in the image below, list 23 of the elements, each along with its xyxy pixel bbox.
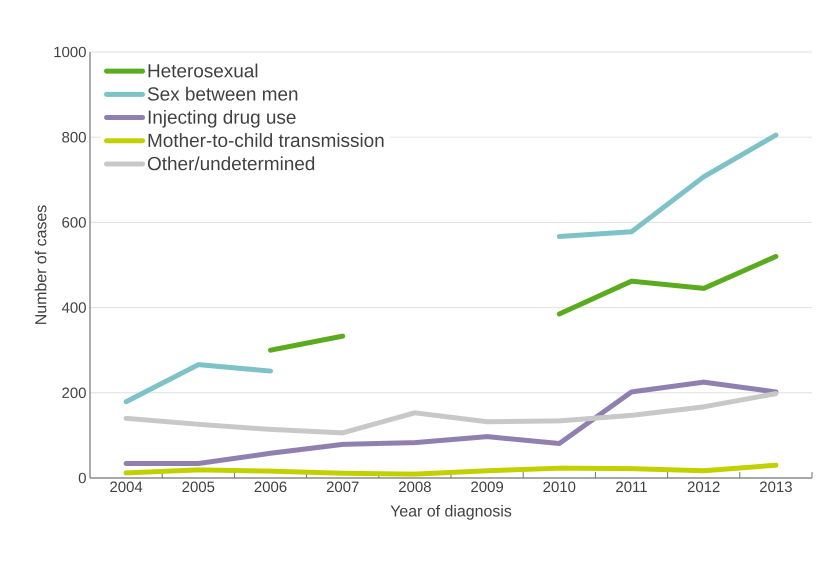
x-tick-label: 2007 (326, 482, 359, 492)
legend-label: Heterosexual (148, 64, 258, 78)
x-tick-label: 2013 (760, 482, 792, 492)
y-tick-label: 0 (78, 472, 86, 484)
y-tick-label: 600 (62, 217, 86, 228)
legend-label: Other/undetermined (148, 156, 314, 170)
legend-label: Injecting drug use (148, 110, 296, 128)
x-tick-label: 2009 (471, 482, 504, 492)
x-tick-label: 2006 (254, 482, 286, 492)
legend-label: Sex between men (148, 86, 298, 101)
legend-label: Mother-to-child transmission (148, 133, 384, 148)
x-axis-title: Year of diagnosis (390, 504, 512, 520)
y-tick-label: 400 (62, 302, 86, 313)
x-tick-label: 2010 (543, 482, 576, 492)
y-tick-label: 1000 (54, 46, 86, 58)
x-tick-label: 2012 (688, 482, 720, 492)
x-tick-label: 2004 (110, 482, 142, 492)
y-tick-label: 800 (62, 132, 86, 142)
y-tick-label: 200 (62, 387, 86, 398)
x-tick-label: 2011 (616, 482, 647, 492)
x-tick-label: 2008 (399, 482, 431, 492)
y-axis-title: Number of cases (34, 205, 46, 324)
x-tick-label: 2005 (182, 482, 214, 492)
